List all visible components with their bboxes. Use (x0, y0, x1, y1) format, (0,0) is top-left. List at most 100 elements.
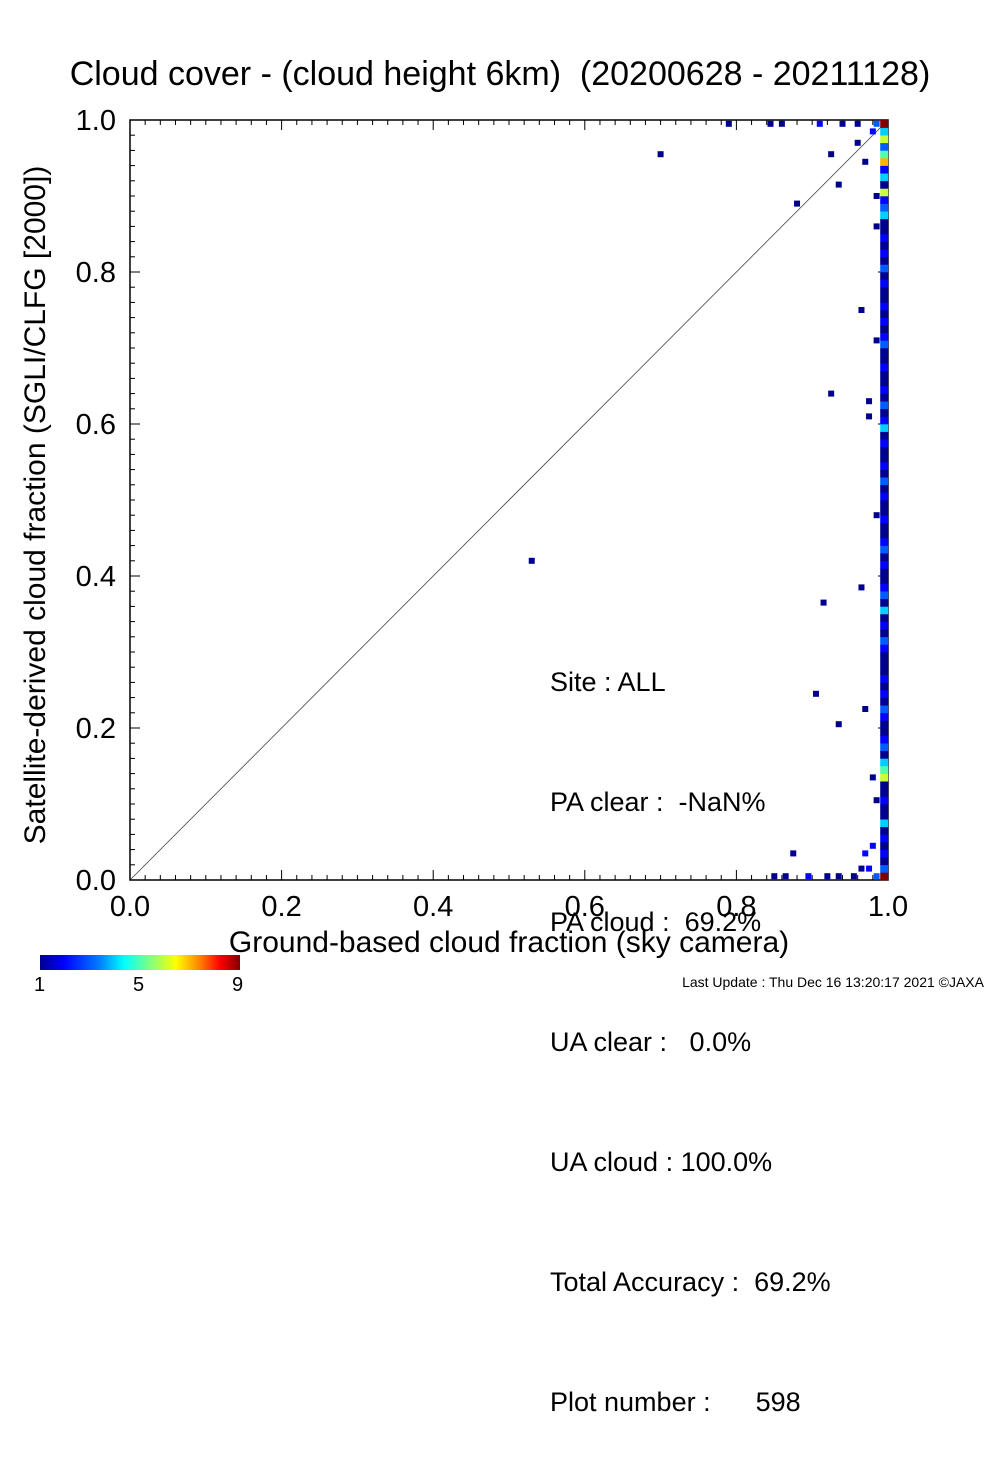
heatmap-cell-column (880, 272, 889, 280)
heatmap-cell-column (880, 545, 889, 554)
heatmap-cell-column (880, 120, 889, 128)
heatmap-cell-column (880, 340, 889, 349)
heatmap-cell-column (880, 720, 889, 729)
heatmap-cell (767, 120, 774, 127)
heatmap-cell-column (880, 826, 889, 835)
heatmap-cell-column (880, 431, 889, 440)
heatmap-cell (771, 873, 778, 880)
heatmap-cell-column (880, 636, 889, 645)
heatmap-cell (866, 413, 873, 420)
colorbar (40, 955, 240, 970)
heatmap-cell-column (880, 728, 889, 736)
heatmap-cell (869, 774, 876, 781)
heatmap-cell-column (880, 355, 889, 364)
heatmap-cell (835, 721, 842, 728)
y-tick-label: 0.8 (76, 257, 116, 289)
heatmap-cell-column (880, 264, 889, 273)
heatmap-cell-column (880, 864, 889, 873)
heatmap-cell-column (880, 393, 889, 402)
heatmap-cell (858, 865, 865, 872)
heatmap-cell-column (880, 241, 889, 250)
statistics-panel: Site : ALL PA clear : -NaN% PA cloud : 6… (550, 582, 831, 1462)
heatmap-cell-column (880, 614, 889, 622)
heatmap-cell-column (880, 735, 889, 744)
heatmap-cell (873, 337, 880, 344)
heatmap-cell (866, 865, 873, 872)
heatmap-cell-column (880, 712, 889, 721)
y-tick-label: 1.0 (76, 105, 116, 137)
heatmap-cell-column (880, 667, 889, 676)
heatmap-cell-column (880, 332, 889, 341)
heatmap-cell-column (880, 560, 889, 569)
heatmap-cell (854, 139, 861, 146)
heatmap-cell-column (880, 652, 889, 660)
heatmap-cell-column (880, 743, 889, 752)
heatmap-cell-column (880, 477, 889, 486)
heatmap-cell (657, 151, 664, 158)
heatmap-cell-column (880, 598, 889, 607)
heatmap-cell-column (880, 530, 889, 539)
heatmap-cell-column (880, 697, 889, 706)
heatmap-cell-column (880, 492, 889, 501)
heatmap-cell-column (880, 773, 889, 782)
heatmap-cell-column (880, 750, 889, 759)
heatmap-cell-column (880, 507, 889, 516)
heatmap-cell (794, 200, 801, 207)
heatmap-cell-column (880, 690, 889, 698)
heatmap-cell (854, 120, 861, 127)
heatmap-cell-column (880, 568, 889, 577)
heatmap-cell-column (880, 188, 889, 197)
heatmap-cell-column (880, 142, 889, 151)
last-update-footer: Last Update : Thu Dec 16 13:20:17 2021 ©… (682, 974, 984, 990)
heatmap-cell-column (880, 310, 889, 318)
stat-ua-clear: UA clear : 0.0% (550, 1027, 752, 1057)
y-axis-label: Satellite-derived cloud fraction (SGLI/C… (19, 166, 52, 845)
heatmap-cell-column (880, 462, 889, 470)
y-tick-label: 0.2 (76, 713, 116, 745)
heatmap-cell-column (880, 849, 889, 858)
heatmap-cell-column (880, 796, 889, 805)
heatmap-cell-column (880, 165, 889, 174)
heatmap-cell-column (880, 583, 889, 592)
heatmap-cell-column (880, 173, 889, 182)
heatmap-cell-column (880, 842, 889, 850)
heatmap-cell-column (880, 302, 889, 311)
heatmap-cell-column (880, 325, 889, 334)
x-tick-label: 0.4 (413, 891, 453, 923)
heatmap-cell-column (880, 439, 889, 448)
heatmap-cell (824, 873, 831, 880)
heatmap-cell-column (880, 424, 889, 432)
heatmap-cell-column (880, 674, 889, 683)
heatmap-cell-column (880, 158, 889, 166)
heatmap-cell-column (880, 857, 889, 866)
heatmap-cell (725, 120, 732, 127)
heatmap-cell-column (880, 500, 889, 508)
heatmap-cell-column (880, 363, 889, 372)
heatmap-cell-column (880, 226, 889, 235)
heatmap-cell-column (880, 348, 889, 356)
y-tick-label: 0.0 (76, 865, 116, 897)
heatmap-cell-column (880, 758, 889, 767)
heatmap-cell-column (880, 180, 889, 189)
heatmap-cell-column (880, 522, 889, 531)
heatmap-cell (862, 706, 869, 712)
heatmap-cell-column (880, 644, 889, 653)
heatmap-cell-column (880, 804, 889, 812)
heatmap-cell-column (880, 576, 889, 584)
x-tick-label: 0.0 (110, 891, 150, 923)
heatmap-cell (782, 873, 789, 880)
stat-total-accuracy: Total Accuracy : 69.2% (550, 1267, 831, 1297)
stat-ua-cloud: UA cloud : 100.0% (550, 1147, 773, 1177)
heatmap-cell-column (880, 766, 889, 774)
heatmap-cell-column (880, 606, 889, 615)
heatmap-cell-column (880, 408, 889, 417)
heatmap-cell-column (880, 150, 889, 159)
heatmap-cell-column (880, 454, 889, 463)
heatmap-cell-column (880, 788, 889, 797)
heatmap-cell (873, 797, 880, 804)
stat-pa-clear: PA clear : -NaN% (550, 787, 766, 817)
heatmap-cell (805, 873, 812, 880)
heatmap-cell (850, 873, 857, 880)
heatmap-cell-column (880, 705, 889, 714)
heatmap-cell (858, 307, 865, 313)
